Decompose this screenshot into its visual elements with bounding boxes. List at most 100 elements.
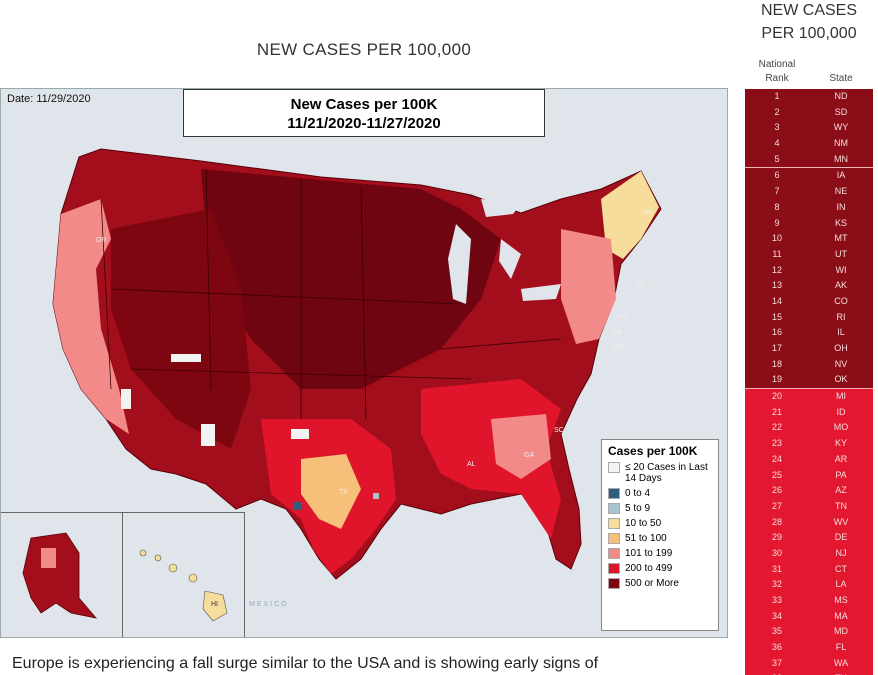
- legend-swatch: [608, 462, 620, 473]
- ranking-rank: 30: [771, 547, 782, 558]
- ranking-rank: 13: [771, 280, 782, 291]
- ranking-row: 9 KS: [745, 215, 873, 232]
- ranking-rank: 15: [771, 311, 782, 322]
- ranking-rank: 12: [771, 264, 782, 275]
- ranking-row: 18 NV: [745, 356, 873, 373]
- ranking-state: OK: [834, 374, 848, 385]
- legend-items: ≤ 20 Cases in Last 14 Days 0 to 4 5 to 9 10…: [608, 462, 712, 589]
- legend-swatch: [608, 503, 620, 514]
- legend-swatch: [608, 533, 620, 544]
- legend-item: 101 to 199: [608, 548, 712, 559]
- ranking-row: 38TX: [745, 671, 873, 675]
- alaska-inset: [1, 512, 123, 637]
- ranking-row: 3 WY: [745, 120, 873, 137]
- ranking-state: WV: [833, 516, 849, 527]
- legend-swatch: [608, 488, 620, 499]
- ranking-rank: 6: [774, 170, 780, 181]
- legend-label: 10 to 50: [625, 518, 662, 529]
- ranking-state: NE: [834, 186, 848, 197]
- ranking-state: LA: [835, 579, 847, 590]
- region-label: DE: [613, 329, 623, 336]
- ranking-state: CO: [834, 295, 848, 306]
- ranking-rank: 20: [771, 391, 782, 402]
- ranking-state: AZ: [835, 485, 847, 496]
- col-rank-line2: Rank: [765, 73, 789, 84]
- legend-item: 10 to 50: [608, 518, 712, 529]
- ranking-state: MI: [836, 391, 846, 402]
- ranking-rank: 21: [771, 406, 782, 417]
- ranking-rank: 32: [771, 579, 782, 590]
- ranking-state: MA: [834, 610, 848, 621]
- ranking-row: 16 IL: [745, 325, 873, 341]
- ranking-heading-line1: NEW CASES: [760, 2, 857, 19]
- ranking-row: 22 MO: [745, 420, 873, 437]
- ranking-row: 24 AR: [745, 451, 873, 468]
- ranking-row: 37 WA: [745, 655, 873, 672]
- mountain-west-dark-region: [111, 209, 251, 449]
- legend-swatch: [608, 518, 620, 529]
- light-county-patch: [201, 424, 215, 446]
- ranking-rank: 3: [774, 122, 780, 133]
- legend-item: 51 to 100: [608, 533, 712, 544]
- ranking-row: 4 NM: [745, 136, 873, 152]
- ranking-rank: 11: [772, 248, 782, 259]
- ranking-rank: 24: [771, 453, 782, 464]
- ranking-heading-line2: PER 100,000: [761, 25, 857, 42]
- ranking-state: TN: [835, 500, 847, 511]
- ranking-rank: 22: [771, 422, 782, 433]
- ranking-rank: 2: [774, 106, 780, 117]
- ranking-row: 28 WV: [745, 514, 873, 531]
- hawaii-inset: HI: [123, 512, 245, 637]
- ranking-row: 14 CO: [745, 293, 873, 310]
- ranking-row: 21 ID: [745, 404, 873, 421]
- legend-item: ≤ 20 Cases in Last 14 Days: [608, 462, 712, 484]
- state-borders: [100, 168, 562, 420]
- ranking-state: ND: [834, 91, 848, 101]
- region-label: RI: [637, 282, 644, 289]
- map-title-box: New Cases per 100K 11/21/2020-11/27/2020: [183, 89, 545, 137]
- texas-low-case-region: [301, 454, 361, 529]
- legend-swatch: [608, 548, 620, 559]
- ranking-row: 36 FL: [745, 640, 873, 656]
- ranking-state: PA: [835, 469, 847, 480]
- region-label: TX: [339, 489, 348, 496]
- legend-label: 5 to 9: [625, 503, 651, 514]
- ranking-rank: 34: [771, 610, 782, 621]
- ranking-state: WA: [833, 657, 849, 668]
- ranking-row: 23 KY: [745, 436, 873, 452]
- ranking-rank: 16: [771, 327, 782, 338]
- ranking-state: MD: [834, 626, 848, 637]
- region-label: OR: [96, 237, 107, 244]
- legend-label: 500 or More: [625, 578, 679, 589]
- legend-swatch: [608, 563, 620, 574]
- ranking-row: 7 NE: [745, 184, 873, 200]
- map-title-line1: New Cases per 100K: [290, 96, 438, 113]
- ranking-row: 31 CT: [745, 561, 873, 578]
- ranking-rank: 23: [771, 438, 782, 449]
- ranking-state: MS: [834, 595, 848, 605]
- ranking-rank: 38: [745, 671, 809, 675]
- region-label: NE: [643, 209, 653, 216]
- legend-swatch: [608, 578, 620, 589]
- ranking-row: 2 SD: [745, 104, 873, 121]
- region-label: SC: [554, 427, 564, 434]
- ranking-rank: 33: [771, 595, 782, 605]
- ranking-state: KS: [834, 217, 847, 228]
- map-title-line2: 11/21/2020-11/27/2020: [287, 115, 441, 132]
- ranking-rank: 18: [771, 358, 782, 369]
- ranking-rank: 36: [771, 642, 782, 653]
- ranking-state: MO: [833, 422, 849, 433]
- ranking-state: MT: [834, 233, 848, 244]
- ranking-row: 11 UT: [745, 246, 873, 263]
- ranking-state: OH: [834, 343, 848, 353]
- body-paragraph: Europe is experiencing a fall surge simi…: [12, 655, 599, 672]
- ranking-rank: 17: [771, 343, 782, 353]
- col-rank-line1: National: [758, 59, 796, 70]
- ranking-rank: 37: [771, 657, 782, 668]
- great-lakes: [448, 199, 561, 304]
- ranking-state: IL: [837, 327, 845, 338]
- ranking-state: ID: [836, 406, 846, 417]
- ranking-row: 25 PA: [745, 467, 873, 484]
- georgia-light-region: [491, 414, 551, 479]
- ranking-rank: 14: [771, 295, 782, 306]
